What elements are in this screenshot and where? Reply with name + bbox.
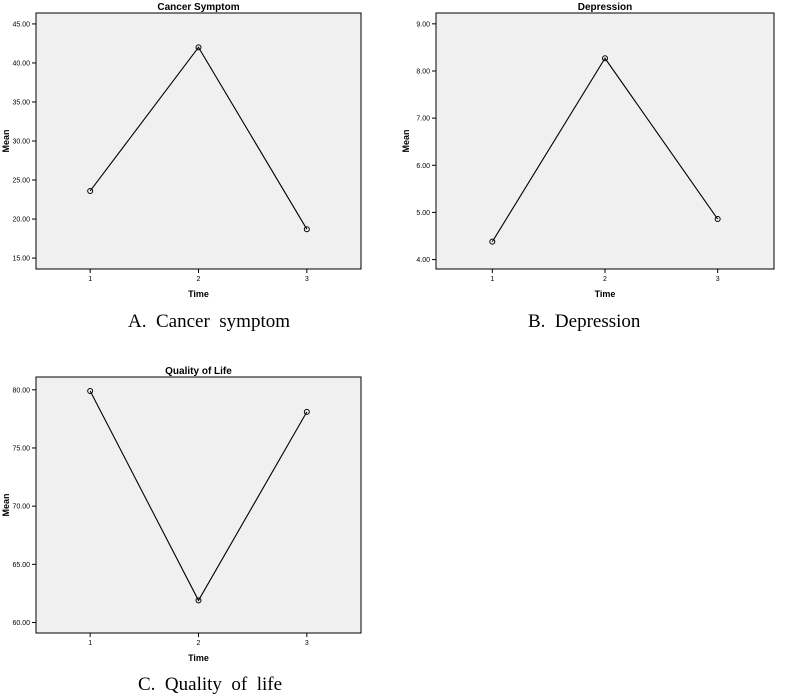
y-tick-label: 75.00 — [12, 445, 30, 452]
x-tick-label: 2 — [603, 276, 607, 283]
x-tick-label: 2 — [197, 640, 201, 647]
data-point — [303, 408, 310, 415]
x-axis-label: Time — [595, 289, 616, 299]
y-tick-label: 15.00 — [12, 256, 30, 263]
data-point — [303, 226, 310, 233]
series-line — [89, 46, 308, 230]
y-axis-label: Mean — [1, 129, 11, 152]
y-tick-label: 4.00 — [416, 257, 430, 264]
x-tick-label: 3 — [305, 276, 309, 283]
y-tick-label: 7.00 — [416, 116, 430, 123]
x-tick-label: 1 — [490, 276, 494, 283]
plot-area — [35, 12, 362, 270]
data-point — [489, 238, 496, 245]
data-point — [195, 44, 202, 51]
chart-depression: Depression 4.00 5.00 6.00 7.00 8.00 9.00 1 2 3 Tim… — [400, 0, 793, 300]
series-line — [89, 390, 308, 602]
x-tick-label: 2 — [197, 276, 201, 283]
x-tick-label: 1 — [88, 640, 92, 647]
y-tick-label: 8.00 — [416, 68, 430, 75]
y-axis-label: Mean — [1, 493, 11, 516]
chart-svg: Cancer Symptom 15.00 20.00 25.00 30.00 35.00 4… — [1, 2, 362, 299]
plot-area — [435, 12, 775, 270]
chart-svg: Quality of Life 60.00 65.00 70.00 75.00 80.00… — [1, 366, 362, 663]
data-point — [195, 597, 202, 604]
chart-svg: Depression 4.00 5.00 6.00 7.00 8.00 9.00 1 2 3 Tim… — [401, 2, 775, 299]
plot-area — [35, 376, 362, 634]
x-tick-label: 1 — [88, 276, 92, 283]
y-tick-label: 20.00 — [12, 217, 30, 224]
chart-title: Depression — [578, 2, 632, 13]
caption-depression: B. Depression — [528, 311, 641, 332]
x-tick-label: 3 — [305, 640, 309, 647]
series-line — [491, 57, 719, 242]
y-tick-label: 9.00 — [416, 21, 430, 28]
y-tick-label: 80.00 — [12, 387, 30, 394]
data-point — [714, 216, 721, 223]
y-tick-label: 6.00 — [416, 163, 430, 170]
y-tick-label: 70.00 — [12, 504, 30, 511]
y-tick-label: 25.00 — [12, 178, 30, 185]
x-tick-label: 3 — [716, 276, 720, 283]
y-tick-label: 35.00 — [12, 99, 30, 106]
x-axis-label: Time — [188, 289, 209, 299]
y-tick-label: 5.00 — [416, 210, 430, 217]
caption-quality-of-life: C. Quality of life — [138, 674, 283, 695]
y-tick-label: 30.00 — [12, 139, 30, 146]
y-axis-label: Mean — [401, 129, 411, 152]
caption-cancer-symptom: A. Cancer symptom — [128, 311, 291, 332]
data-point — [602, 55, 608, 62]
x-axis-label: Time — [188, 653, 209, 663]
y-tick-label: 65.00 — [12, 562, 30, 569]
y-tick-label: 60.00 — [12, 620, 30, 627]
data-point — [87, 187, 94, 194]
chart-quality-of-life: Quality of Life 60.00 65.00 70.00 75.00 80.00… — [0, 362, 380, 667]
chart-cancer-symptom: Cancer Symptom 15.00 20.00 25.00 30.00 35.00 4… — [0, 0, 380, 300]
y-tick-label: 45.00 — [12, 21, 30, 28]
chart-title: Cancer Symptom — [157, 2, 239, 13]
chart-title: Quality of Life — [165, 366, 232, 377]
y-tick-label: 40.00 — [12, 60, 30, 67]
data-point — [87, 387, 94, 394]
